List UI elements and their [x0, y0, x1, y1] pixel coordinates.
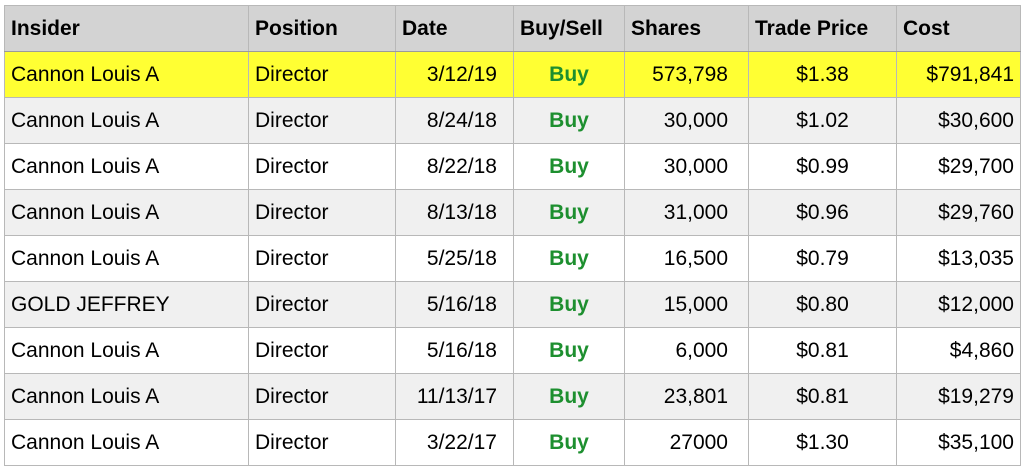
- cell-shares: 30,000: [624, 143, 749, 190]
- cell-shares: 15,000: [624, 281, 749, 328]
- cell-position: Director: [248, 373, 396, 420]
- table-row[interactable]: Cannon Louis A Director 3/12/19 Buy 573,…: [4, 51, 1021, 98]
- header-trade-price[interactable]: Trade Price: [748, 5, 897, 52]
- table-row[interactable]: Cannon Louis A Director 11/13/17 Buy 23,…: [4, 373, 1021, 420]
- cell-insider: Cannon Louis A: [4, 97, 249, 144]
- insider-trades-table: Insider Position Date Buy/Sell Shares Tr…: [4, 5, 1021, 466]
- cell-position: Director: [248, 419, 396, 466]
- cell-date: 5/25/18: [395, 235, 514, 282]
- cell-date: 5/16/18: [395, 327, 514, 374]
- cell-insider: Cannon Louis A: [4, 373, 249, 420]
- cell-buy-sell: Buy: [513, 189, 625, 236]
- cell-cost: $35,100: [896, 419, 1021, 466]
- cell-shares: 30,000: [624, 97, 749, 144]
- cell-buy-sell: Buy: [513, 235, 625, 282]
- cell-trade-price: $1.30: [748, 419, 897, 466]
- cell-trade-price: $0.79: [748, 235, 897, 282]
- cell-insider: GOLD JEFFREY: [4, 281, 249, 328]
- header-shares[interactable]: Shares: [624, 5, 749, 52]
- cell-insider: Cannon Louis A: [4, 51, 249, 98]
- table-header-row: Insider Position Date Buy/Sell Shares Tr…: [4, 5, 1021, 52]
- cell-position: Director: [248, 189, 396, 236]
- cell-cost: $12,000: [896, 281, 1021, 328]
- header-position[interactable]: Position: [248, 5, 396, 52]
- cell-shares: 31,000: [624, 189, 749, 236]
- cell-shares: 16,500: [624, 235, 749, 282]
- cell-date: 3/12/19: [395, 51, 514, 98]
- cell-cost: $29,760: [896, 189, 1021, 236]
- table-row[interactable]: Cannon Louis A Director 5/16/18 Buy 6,00…: [4, 327, 1021, 374]
- header-date[interactable]: Date: [395, 5, 514, 52]
- cell-trade-price: $0.96: [748, 189, 897, 236]
- cell-insider: Cannon Louis A: [4, 419, 249, 466]
- cell-trade-price: $1.38: [748, 51, 897, 98]
- cell-insider: Cannon Louis A: [4, 189, 249, 236]
- cell-insider: Cannon Louis A: [4, 327, 249, 374]
- table-row[interactable]: Cannon Louis A Director 3/22/17 Buy 2700…: [4, 419, 1021, 466]
- cell-date: 8/22/18: [395, 143, 514, 190]
- cell-date: 3/22/17: [395, 419, 514, 466]
- cell-position: Director: [248, 281, 396, 328]
- cell-trade-price: $1.02: [748, 97, 897, 144]
- cell-position: Director: [248, 143, 396, 190]
- cell-shares: 573,798: [624, 51, 749, 98]
- cell-shares: 23,801: [624, 373, 749, 420]
- cell-date: 8/13/18: [395, 189, 514, 236]
- cell-position: Director: [248, 97, 396, 144]
- cell-buy-sell: Buy: [513, 281, 625, 328]
- cell-date: 11/13/17: [395, 373, 514, 420]
- table-row[interactable]: Cannon Louis A Director 8/22/18 Buy 30,0…: [4, 143, 1021, 190]
- cell-buy-sell: Buy: [513, 97, 625, 144]
- table-row[interactable]: GOLD JEFFREY Director 5/16/18 Buy 15,000…: [4, 281, 1021, 328]
- cell-trade-price: $0.81: [748, 373, 897, 420]
- cell-cost: $29,700: [896, 143, 1021, 190]
- cell-position: Director: [248, 327, 396, 374]
- cell-cost: $19,279: [896, 373, 1021, 420]
- header-cost[interactable]: Cost: [896, 5, 1021, 52]
- cell-buy-sell: Buy: [513, 327, 625, 374]
- header-insider[interactable]: Insider: [4, 5, 249, 52]
- cell-buy-sell: Buy: [513, 373, 625, 420]
- cell-buy-sell: Buy: [513, 51, 625, 98]
- cell-cost: $4,860: [896, 327, 1021, 374]
- cell-position: Director: [248, 51, 396, 98]
- cell-buy-sell: Buy: [513, 143, 625, 190]
- cell-trade-price: $0.99: [748, 143, 897, 190]
- table-row[interactable]: Cannon Louis A Director 5/25/18 Buy 16,5…: [4, 235, 1021, 282]
- cell-buy-sell: Buy: [513, 419, 625, 466]
- cell-insider: Cannon Louis A: [4, 235, 249, 282]
- cell-date: 8/24/18: [395, 97, 514, 144]
- cell-cost: $791,841: [896, 51, 1021, 98]
- table-row[interactable]: Cannon Louis A Director 8/13/18 Buy 31,0…: [4, 189, 1021, 236]
- cell-trade-price: $0.81: [748, 327, 897, 374]
- cell-date: 5/16/18: [395, 281, 514, 328]
- cell-position: Director: [248, 235, 396, 282]
- table-row[interactable]: Cannon Louis A Director 8/24/18 Buy 30,0…: [4, 97, 1021, 144]
- cell-insider: Cannon Louis A: [4, 143, 249, 190]
- cell-shares: 6,000: [624, 327, 749, 374]
- cell-cost: $30,600: [896, 97, 1021, 144]
- cell-cost: $13,035: [896, 235, 1021, 282]
- cell-trade-price: $0.80: [748, 281, 897, 328]
- header-buy-sell[interactable]: Buy/Sell: [513, 5, 625, 52]
- cell-shares: 27000: [624, 419, 749, 466]
